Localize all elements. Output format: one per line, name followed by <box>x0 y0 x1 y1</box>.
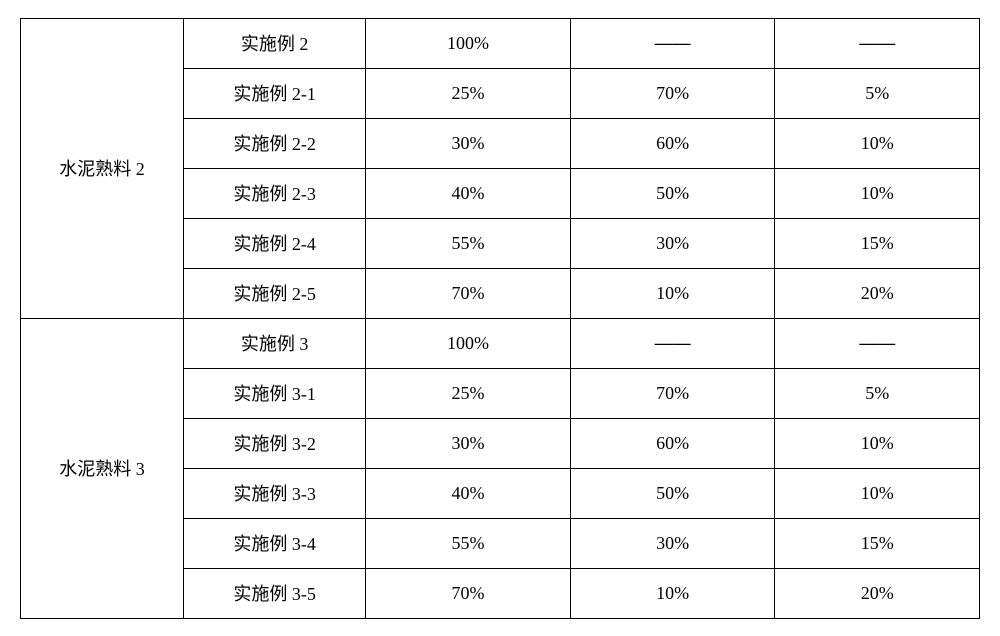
value-cell: 10% <box>570 268 775 318</box>
value-cell: 25% <box>366 368 571 418</box>
value-cell: 50% <box>570 168 775 218</box>
row-label-cell: 实施例 2-2 <box>184 118 366 168</box>
value-cell: —— <box>570 318 775 368</box>
value-cell: 70% <box>366 568 571 618</box>
row-label-cell: 实施例 2 <box>184 18 366 68</box>
value-cell: —— <box>570 18 775 68</box>
value-cell: —— <box>775 318 980 368</box>
value-cell: 20% <box>775 568 980 618</box>
value-cell: 70% <box>366 268 571 318</box>
value-cell: 15% <box>775 518 980 568</box>
value-cell: 10% <box>775 168 980 218</box>
value-cell: 15% <box>775 218 980 268</box>
value-cell: 30% <box>570 518 775 568</box>
value-cell: 70% <box>570 68 775 118</box>
value-cell: 60% <box>570 418 775 468</box>
value-cell: 55% <box>366 518 571 568</box>
row-label-cell: 实施例 3-2 <box>184 418 366 468</box>
value-cell: 60% <box>570 118 775 168</box>
value-cell: 20% <box>775 268 980 318</box>
group-label-cell: 水泥熟料 2 <box>21 18 184 318</box>
group-label-cell: 水泥熟料 3 <box>21 318 184 618</box>
value-cell: 40% <box>366 468 571 518</box>
table-row: 水泥熟料 3 实施例 3 100% —— —— <box>21 318 980 368</box>
row-label-cell: 实施例 3-5 <box>184 568 366 618</box>
row-label-cell: 实施例 3-4 <box>184 518 366 568</box>
row-label-cell: 实施例 2-5 <box>184 268 366 318</box>
value-cell: 10% <box>570 568 775 618</box>
row-label-cell: 实施例 3-3 <box>184 468 366 518</box>
value-cell: 10% <box>775 418 980 468</box>
value-cell: 10% <box>775 468 980 518</box>
value-cell: 55% <box>366 218 571 268</box>
value-cell: 100% <box>366 18 571 68</box>
value-cell: 100% <box>366 318 571 368</box>
row-label-cell: 实施例 3 <box>184 318 366 368</box>
table-row: 水泥熟料 2 实施例 2 100% —— —— <box>21 18 980 68</box>
value-cell: 25% <box>366 68 571 118</box>
value-cell: 5% <box>775 368 980 418</box>
value-cell: 30% <box>570 218 775 268</box>
row-label-cell: 实施例 2-4 <box>184 218 366 268</box>
value-cell: 5% <box>775 68 980 118</box>
table-body: 水泥熟料 2 实施例 2 100% —— —— 实施例 2-1 25% 70% … <box>21 18 980 618</box>
value-cell: 30% <box>366 418 571 468</box>
value-cell: 40% <box>366 168 571 218</box>
value-cell: 50% <box>570 468 775 518</box>
data-table: 水泥熟料 2 实施例 2 100% —— —— 实施例 2-1 25% 70% … <box>20 18 980 619</box>
row-label-cell: 实施例 2-1 <box>184 68 366 118</box>
value-cell: —— <box>775 18 980 68</box>
value-cell: 70% <box>570 368 775 418</box>
data-table-container: 水泥熟料 2 实施例 2 100% —— —— 实施例 2-1 25% 70% … <box>20 18 980 619</box>
row-label-cell: 实施例 3-1 <box>184 368 366 418</box>
row-label-cell: 实施例 2-3 <box>184 168 366 218</box>
value-cell: 10% <box>775 118 980 168</box>
value-cell: 30% <box>366 118 571 168</box>
